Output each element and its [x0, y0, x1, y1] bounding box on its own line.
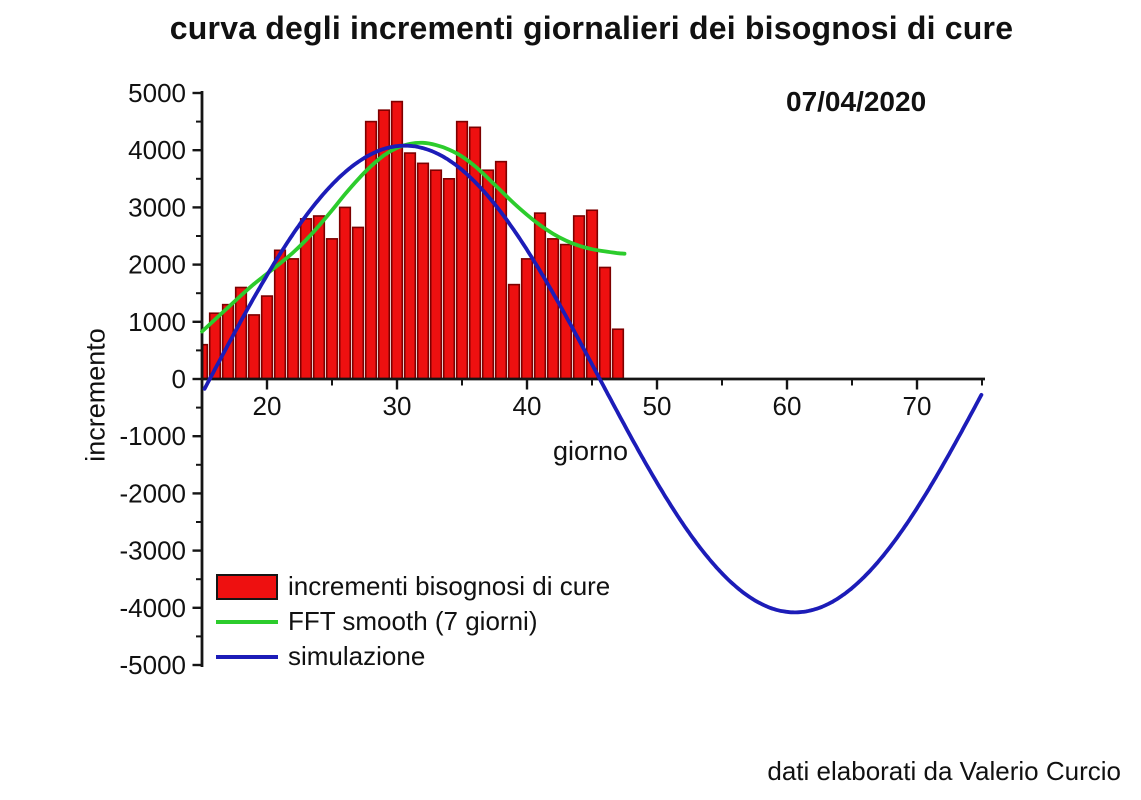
legend: incrementi bisognosi di cure FFT smooth … [216, 569, 610, 674]
x-tick-label-70: 70 [903, 391, 932, 421]
simulation-curve [202, 143, 984, 615]
legend-label-sim: simulazione [288, 641, 426, 671]
bar-day-40 [520, 258, 534, 380]
bar-day-25 [325, 238, 339, 380]
credit-text: dati elaborati da Valerio Curcio [767, 756, 1121, 786]
y-tick-label--1000: -1000 [120, 421, 187, 451]
y-tick-label--3000: -3000 [120, 536, 187, 566]
x-tick-label-30: 30 [383, 391, 412, 421]
bar-day-33 [429, 169, 443, 380]
bar-day-27 [351, 226, 365, 380]
bar-day-34 [442, 178, 456, 380]
date-annotation: 07/04/2020 [786, 86, 927, 117]
simulation-line-swatch [216, 654, 278, 659]
bar-day-30 [390, 100, 404, 380]
x-tick-label-60: 60 [773, 391, 802, 421]
x-axis-title: giorno [553, 436, 629, 466]
bar-day-47 [611, 328, 625, 380]
legend-label-bars: incrementi bisognosi di cure [288, 571, 611, 601]
x-tick-label-20: 20 [253, 391, 282, 421]
y-tick-label--2000: -2000 [120, 478, 187, 508]
y-tick-label--5000: -5000 [120, 650, 187, 680]
fft-line-swatch [216, 619, 278, 624]
y-tick-label-1000: 1000 [128, 307, 186, 337]
y-tick-label-2000: 2000 [128, 250, 186, 280]
legend-item-bars: incrementi bisognosi di cure [216, 569, 610, 604]
x-tick-label-50: 50 [643, 391, 672, 421]
legend-item-fft: FFT smooth (7 giorni) [216, 604, 610, 639]
bar-day-39 [507, 283, 521, 380]
y-tick-label-5000: 5000 [128, 78, 186, 108]
bar-day-22 [286, 258, 300, 380]
bar-day-26 [338, 206, 352, 380]
y-tick-label--4000: -4000 [120, 593, 187, 623]
bar-day-31 [403, 152, 417, 380]
chart-title: curva degli incrementi giornalieri dei b… [169, 10, 1014, 46]
bar-day-28 [364, 120, 378, 380]
bar-day-21 [273, 249, 287, 380]
bar-day-32 [416, 162, 430, 380]
bar-day-41 [533, 212, 547, 380]
bar-day-44 [572, 215, 586, 380]
y-tick-label-0: 0 [172, 364, 186, 394]
y-tick-label-4000: 4000 [128, 135, 186, 165]
bar-swatch [216, 573, 278, 600]
x-tick-label-40: 40 [513, 391, 542, 421]
bar-day-19 [247, 314, 261, 380]
bar-day-46 [598, 266, 612, 380]
bar-day-42 [546, 238, 560, 380]
legend-label-fft: FFT smooth (7 giorni) [288, 606, 538, 636]
bar-day-24 [312, 215, 326, 380]
y-tick-label-3000: 3000 [128, 192, 186, 222]
bar-day-20 [260, 295, 274, 380]
legend-item-sim: simulazione [216, 639, 610, 674]
fft-smooth-curve [200, 140, 627, 334]
y-axis-title: incremento [80, 328, 111, 462]
